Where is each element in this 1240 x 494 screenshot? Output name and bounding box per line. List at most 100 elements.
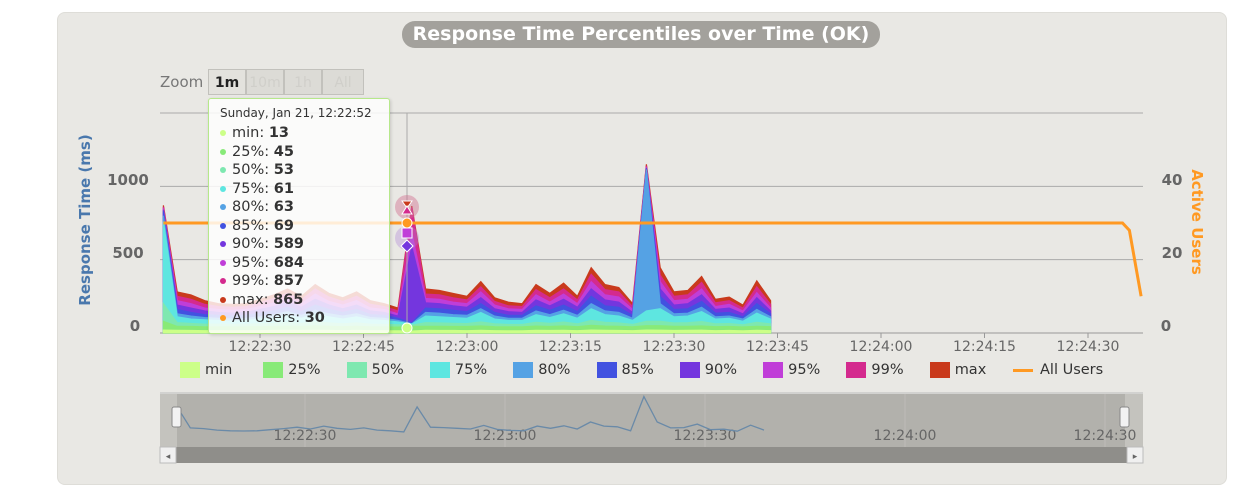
- tooltip-row: All Users: 30: [220, 310, 325, 327]
- legend-item[interactable]: 90%: [679, 362, 737, 380]
- series-dot-icon: [220, 278, 226, 284]
- 95-marker: [401, 227, 413, 239]
- navigator-tick-label: 12:24:00: [874, 428, 937, 444]
- x-tick-label: 12:23:30: [643, 339, 706, 355]
- min-marker: [401, 322, 413, 334]
- legend-label: min: [205, 362, 233, 378]
- legend-item[interactable]: 80%: [513, 362, 570, 380]
- y-axis-title: Response Time (ms): [76, 134, 94, 305]
- legend-item[interactable]: 99%: [846, 362, 904, 380]
- legend-item[interactable]: 95%: [763, 362, 820, 380]
- zoom-10m-button[interactable]: 10m: [246, 69, 284, 95]
- tooltip-row-value: 30: [304, 310, 325, 326]
- legend-item[interactable]: 75%: [429, 362, 487, 380]
- legend-item[interactable]: max: [929, 362, 987, 380]
- series-dot-icon: [220, 259, 226, 266]
- tooltip-row-label: 50%:: [232, 162, 270, 178]
- x-tick-label: 12:24:30: [1057, 339, 1120, 355]
- tooltip-row-value: 45: [273, 143, 294, 160]
- x-tick-label: 12:23:15: [539, 339, 602, 355]
- legend-swatch: [763, 362, 784, 378]
- zoom-all-button[interactable]: All: [322, 69, 364, 95]
- legend-item[interactable]: 50%: [346, 362, 404, 380]
- y-tick: 1000: [107, 171, 149, 189]
- x-tick-label: 12:24:00: [850, 339, 913, 355]
- tooltip-row-value: 589: [273, 236, 305, 252]
- tooltip-row-value: 13: [268, 125, 290, 141]
- series-dot-icon: [220, 185, 226, 192]
- tooltip-row: 99%: 857: [220, 273, 304, 290]
- x-tick-label: 12:23:45: [746, 339, 809, 355]
- tooltip-row: 75%: 61: [220, 181, 294, 198]
- 99-marker: [401, 205, 413, 215]
- legend-swatch: [180, 362, 200, 378]
- tooltip-row: max: 865: [220, 292, 303, 309]
- scroll-right-icon: ▸: [1133, 452, 1138, 462]
- tooltip-row-label: All Users:: [232, 310, 301, 326]
- tooltip-row-value: 61: [273, 180, 294, 197]
- legend-item[interactable]: min: [180, 362, 232, 380]
- x-tick-label: 12:22:30: [229, 339, 292, 355]
- legend-swatch: [346, 362, 367, 378]
- zoom-1m-button[interactable]: 1m: [208, 69, 246, 95]
- 90-marker: [400, 239, 414, 253]
- tooltip-row: 90%: 589: [220, 236, 304, 253]
- tooltip-row: min: 13: [220, 125, 289, 142]
- tooltip-row-value: 53: [273, 162, 294, 178]
- navigator-right-handle[interactable]: [1119, 406, 1130, 428]
- tooltip-row-label: max:: [232, 291, 269, 308]
- legend-swatch: [596, 362, 617, 378]
- tooltip-row-label: 90%:: [232, 236, 270, 252]
- series-dot-icon: [220, 130, 226, 136]
- tooltip-row-value: 857: [273, 273, 305, 289]
- scroll-left-icon: ◂: [166, 452, 171, 462]
- tooltip-row-value: 63: [273, 199, 294, 215]
- tooltip-row-value: 69: [273, 217, 294, 234]
- legend-swatch: [929, 362, 950, 378]
- legend-label: 80%: [538, 362, 571, 378]
- legend-item[interactable]: All Users: [1013, 362, 1103, 380]
- scroll-right-button[interactable]: [1126, 446, 1144, 464]
- legend-swatch: [846, 362, 867, 378]
- y2-tick: 40: [1162, 171, 1183, 189]
- legend-item[interactable]: 25%: [263, 362, 321, 380]
- legend-label: max: [954, 362, 987, 378]
- zoom-1h-button[interactable]: 1h: [284, 69, 322, 95]
- legend-swatch: [263, 362, 284, 378]
- active-users-line: [163, 221, 1143, 297]
- tooltip-row-label: 85%:: [232, 217, 270, 234]
- tooltip-row: 80%: 63: [220, 199, 294, 216]
- users-marker: [401, 217, 413, 229]
- legend-label: All Users: [1040, 362, 1104, 378]
- tooltip-row: 50%: 53: [220, 162, 294, 179]
- x-tick-label: 12:22:45: [332, 339, 395, 355]
- legend-swatch: [429, 362, 450, 378]
- legend-swatch: [1013, 368, 1033, 372]
- max-marker: [401, 200, 413, 209]
- tooltip-row-label: 25%:: [232, 143, 270, 160]
- series-dot-icon: [220, 204, 226, 210]
- legend-swatch: [513, 362, 534, 378]
- hover-markers: [395, 195, 419, 334]
- x-tick-label: 12:24:15: [953, 339, 1016, 355]
- legend-swatch: [679, 362, 700, 378]
- series-dot-icon: [220, 296, 226, 303]
- legend-item[interactable]: 85%: [596, 362, 654, 380]
- navigator-tick-label: 12:24:30: [1074, 428, 1137, 444]
- tooltip-row: 95%: 684: [220, 255, 304, 272]
- series-dot-icon: [220, 241, 226, 247]
- tooltip-row-label: 99%:: [232, 273, 270, 289]
- x-tick-label: 12:23:00: [436, 339, 499, 355]
- tooltip-row-value: 684: [273, 254, 305, 271]
- tooltip-row-label: 80%:: [232, 199, 270, 215]
- series-dot-icon: [220, 222, 226, 229]
- navigator-left-handle[interactable]: [171, 406, 182, 428]
- tooltip-row: 25%: 45: [220, 144, 294, 161]
- legend-label: 99%: [871, 362, 904, 378]
- navigator-tick-label: 12:23:00: [474, 428, 537, 444]
- navigator-selected-range[interactable]: [177, 394, 1125, 447]
- legend-label: 95%: [788, 362, 821, 378]
- scroll-left-button[interactable]: [159, 446, 177, 464]
- tooltip-row-label: min:: [232, 125, 265, 141]
- navigator-scrollbar[interactable]: [160, 447, 1143, 463]
